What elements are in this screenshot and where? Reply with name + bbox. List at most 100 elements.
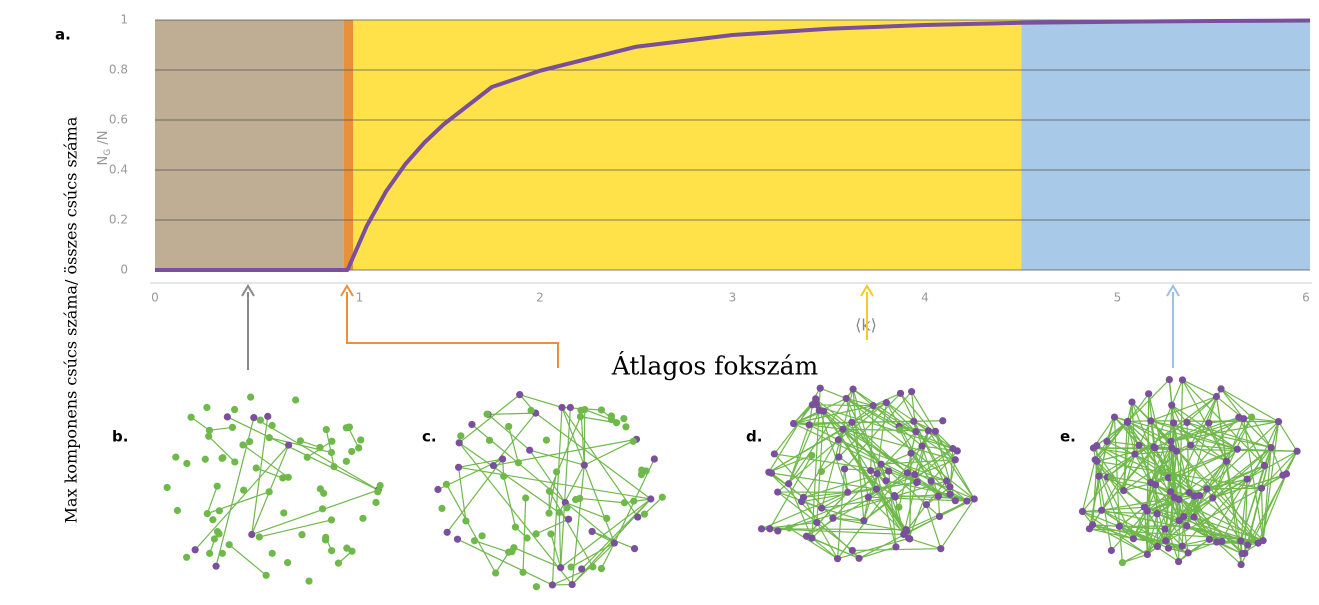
node xyxy=(206,550,213,557)
node xyxy=(457,432,464,439)
node xyxy=(1275,418,1282,425)
node xyxy=(925,427,932,434)
node xyxy=(269,550,276,557)
node xyxy=(556,509,563,516)
node xyxy=(774,527,781,534)
node xyxy=(343,424,350,431)
node xyxy=(766,525,773,532)
node xyxy=(355,444,362,451)
node xyxy=(471,537,478,544)
node xyxy=(897,390,904,397)
node xyxy=(549,581,556,588)
node xyxy=(603,515,610,522)
node xyxy=(829,515,836,522)
node xyxy=(659,494,666,501)
node xyxy=(1213,538,1220,545)
edge xyxy=(812,538,838,559)
node xyxy=(835,453,842,460)
panel-label: b. xyxy=(112,428,128,446)
node xyxy=(910,418,917,425)
node xyxy=(250,414,257,421)
node xyxy=(1217,385,1224,392)
node xyxy=(298,531,305,538)
node xyxy=(567,404,574,411)
edge xyxy=(252,416,268,534)
node xyxy=(907,450,914,457)
node xyxy=(1213,393,1220,400)
node xyxy=(563,504,570,511)
node xyxy=(1205,419,1212,426)
edge xyxy=(472,424,614,543)
node xyxy=(882,477,889,484)
node xyxy=(499,455,506,462)
node xyxy=(264,413,271,420)
node xyxy=(641,511,648,518)
node xyxy=(266,434,273,441)
node xyxy=(188,414,195,421)
node xyxy=(1167,438,1174,445)
edge xyxy=(1151,397,1217,421)
node xyxy=(492,569,499,576)
node xyxy=(873,485,880,492)
panel-label: e. xyxy=(1060,428,1076,446)
node xyxy=(1185,489,1192,496)
node xyxy=(565,516,572,523)
node xyxy=(319,505,326,512)
node xyxy=(229,424,236,431)
node xyxy=(438,505,445,512)
edge xyxy=(488,413,536,414)
node xyxy=(883,399,890,406)
node xyxy=(578,565,585,572)
node xyxy=(589,563,596,570)
node xyxy=(1165,545,1172,552)
node xyxy=(808,534,815,541)
node xyxy=(204,510,211,517)
node xyxy=(581,462,588,469)
node xyxy=(1103,438,1110,445)
node xyxy=(316,444,323,451)
node xyxy=(630,438,637,445)
node xyxy=(790,420,797,427)
node xyxy=(620,415,627,422)
node xyxy=(568,563,575,570)
node xyxy=(533,530,540,537)
node xyxy=(923,501,930,508)
node xyxy=(808,452,815,459)
x-tick-label: 0 xyxy=(151,291,159,305)
node xyxy=(598,406,605,413)
node xyxy=(468,421,475,428)
node xyxy=(557,564,564,571)
node xyxy=(292,396,299,403)
node xyxy=(219,550,226,557)
node xyxy=(1175,558,1182,565)
node xyxy=(1089,521,1096,528)
node xyxy=(486,437,493,444)
node xyxy=(818,468,825,475)
node xyxy=(374,488,381,495)
node xyxy=(1193,505,1200,512)
x-axis-title: Átlagos fokszám xyxy=(611,352,819,381)
region xyxy=(344,20,354,270)
node xyxy=(936,513,943,520)
node xyxy=(952,456,959,463)
node xyxy=(372,499,379,506)
node xyxy=(1239,550,1246,557)
node xyxy=(1261,462,1268,469)
node xyxy=(1196,492,1203,499)
node xyxy=(553,468,560,475)
node xyxy=(946,491,953,498)
node xyxy=(806,421,813,428)
panel-label: d. xyxy=(746,428,762,446)
node xyxy=(516,391,523,398)
node xyxy=(809,401,816,408)
node xyxy=(1203,485,1210,492)
edge xyxy=(229,545,266,576)
node xyxy=(219,454,226,461)
node xyxy=(1111,413,1118,420)
node xyxy=(231,406,238,413)
node xyxy=(904,469,911,476)
node xyxy=(328,438,335,445)
node xyxy=(630,498,637,505)
node xyxy=(500,473,507,480)
node xyxy=(1119,559,1126,566)
